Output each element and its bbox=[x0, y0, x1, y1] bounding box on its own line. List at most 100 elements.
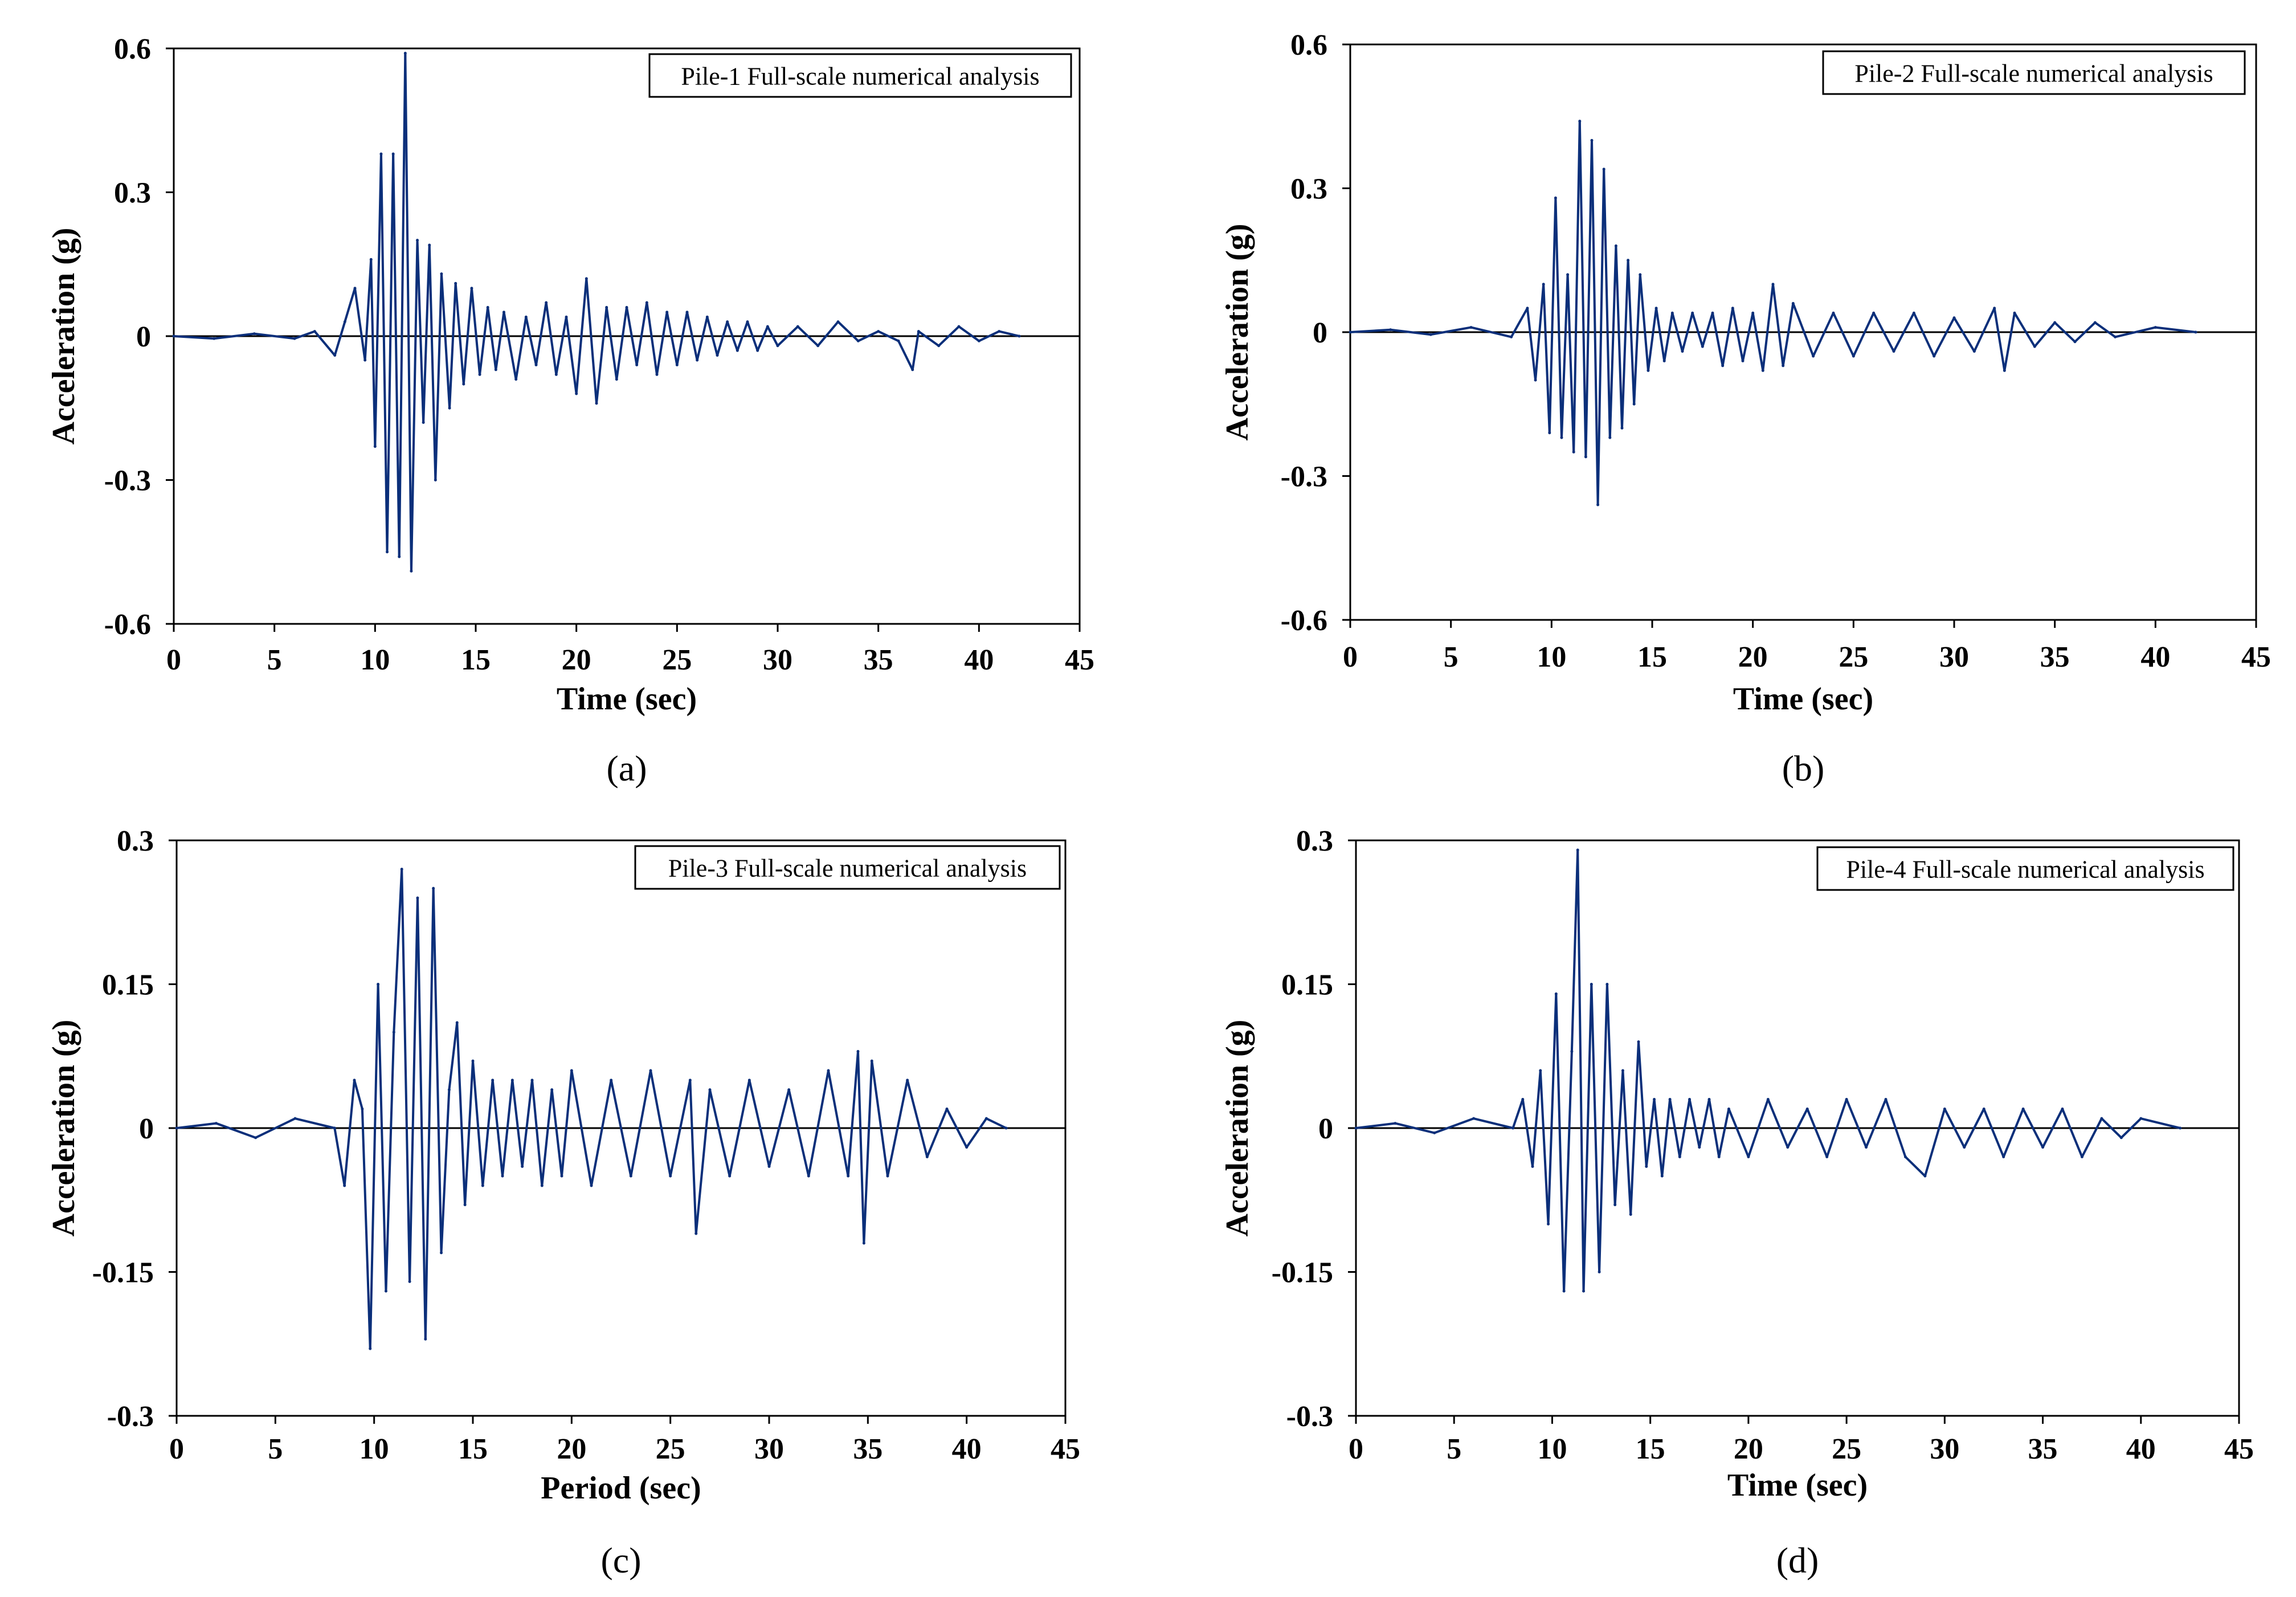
x-axis-title: Period (sec) bbox=[541, 1471, 701, 1506]
data-point bbox=[877, 330, 880, 333]
series-segment bbox=[1608, 244, 1617, 439]
series-segment bbox=[676, 311, 688, 366]
series-segment bbox=[470, 287, 481, 376]
series-segment bbox=[545, 301, 558, 376]
data-point bbox=[1670, 311, 1674, 315]
data-point bbox=[1751, 311, 1755, 315]
series-segment bbox=[531, 1079, 544, 1187]
series-segment bbox=[511, 1079, 524, 1168]
series-segment bbox=[398, 52, 407, 558]
series-segment bbox=[768, 1088, 790, 1168]
series-segment bbox=[1566, 273, 1575, 454]
series-segment bbox=[1678, 1098, 1691, 1158]
x-tick-label: 25 bbox=[662, 644, 692, 676]
data-point bbox=[816, 344, 820, 348]
data-point bbox=[410, 569, 413, 573]
data-point bbox=[434, 479, 437, 481]
y-tick-label: 0.3 bbox=[117, 825, 154, 857]
panel-caption: (d) bbox=[1776, 1540, 1819, 1580]
series-segment bbox=[807, 1069, 830, 1178]
series-segment bbox=[857, 330, 880, 342]
series-segment bbox=[1747, 1098, 1770, 1158]
series-segment bbox=[736, 320, 749, 352]
data-point bbox=[1717, 1155, 1721, 1158]
chart-panel-1: -0.6 -0.3 0 0.3 0.6 0 5 10 15 20 25 30 35 40 45 Time (s… bbox=[46, 33, 1094, 789]
x-tick-label: 45 bbox=[1065, 644, 1094, 676]
data-point bbox=[2073, 340, 2077, 344]
data-point bbox=[1982, 1107, 1985, 1110]
data-point bbox=[1534, 378, 1537, 382]
data-point bbox=[353, 287, 357, 290]
data-point bbox=[392, 1031, 395, 1034]
data-point bbox=[403, 51, 407, 55]
series-segment bbox=[2053, 321, 2076, 343]
series-segment bbox=[393, 868, 403, 1034]
series-segment bbox=[1671, 312, 1684, 353]
series-segment bbox=[746, 320, 759, 352]
series-segment bbox=[796, 325, 819, 347]
series-segment bbox=[1560, 273, 1569, 439]
data-point bbox=[343, 320, 346, 324]
data-point bbox=[369, 258, 373, 261]
series-segment bbox=[2003, 312, 2016, 372]
data-point bbox=[502, 311, 505, 314]
series-segment bbox=[374, 153, 382, 448]
series-segment bbox=[1786, 1108, 1809, 1149]
data-point bbox=[524, 315, 528, 318]
series-segment bbox=[709, 1088, 731, 1178]
data-point bbox=[1852, 354, 1855, 358]
data-point bbox=[796, 325, 799, 328]
data-point bbox=[937, 344, 941, 348]
data-point bbox=[384, 1289, 387, 1293]
x-tick-label: 45 bbox=[2241, 641, 2271, 673]
series-segment bbox=[706, 316, 718, 357]
data-point bbox=[675, 363, 679, 366]
data-point bbox=[1727, 1107, 1730, 1110]
data-point bbox=[1578, 120, 1582, 123]
x-tick-label: 45 bbox=[2224, 1433, 2254, 1465]
series-segment bbox=[1963, 1108, 1985, 1149]
x-tick-label: 15 bbox=[1636, 1433, 1665, 1465]
y-tick-label: -0.3 bbox=[1281, 461, 1327, 493]
series-segment bbox=[1806, 1108, 1828, 1158]
series-segment bbox=[1629, 1040, 1640, 1216]
panel-caption: (b) bbox=[1782, 748, 1825, 789]
data-point bbox=[655, 373, 659, 376]
data-point bbox=[1845, 1098, 1848, 1101]
data-point bbox=[398, 555, 401, 558]
data-point bbox=[565, 315, 568, 318]
series-segment bbox=[857, 1050, 865, 1244]
data-point bbox=[2053, 321, 2057, 324]
x-tick-label: 0 bbox=[166, 644, 181, 676]
y-tick-label: 0.3 bbox=[1290, 173, 1327, 206]
series-segment bbox=[937, 325, 960, 347]
y-tick-label: 0.6 bbox=[1290, 29, 1327, 62]
x-tick-label: 10 bbox=[1537, 641, 1566, 673]
data-point bbox=[1972, 350, 1976, 353]
data-point bbox=[746, 320, 749, 324]
series-segment bbox=[175, 1122, 218, 1129]
legend-box bbox=[1816, 846, 2234, 891]
series-segment bbox=[432, 887, 443, 1254]
data-point bbox=[649, 1069, 652, 1072]
series-segment bbox=[385, 1031, 395, 1293]
data-point bbox=[906, 1079, 909, 1082]
data-point bbox=[1647, 369, 1650, 372]
chart-panel-2: -0.6 -0.3 0 0.3 0.6 0 5 10 15 20 25 30 35 40 45 Time (s… bbox=[1220, 29, 2271, 789]
series-segment bbox=[1885, 1098, 1907, 1158]
series-segment bbox=[1852, 312, 1875, 358]
series-segment bbox=[370, 258, 377, 448]
series-segment bbox=[1596, 168, 1605, 506]
data-point bbox=[1590, 138, 1594, 142]
series-segment bbox=[501, 1079, 514, 1178]
data-point bbox=[369, 1347, 372, 1350]
data-point bbox=[925, 1155, 929, 1158]
series-segment bbox=[1708, 1098, 1721, 1158]
legend-box bbox=[634, 845, 1061, 890]
y-tick-label: -0.6 bbox=[1281, 605, 1327, 637]
data-point bbox=[570, 1069, 573, 1072]
data-point bbox=[696, 358, 699, 362]
series-segment bbox=[1993, 307, 2006, 372]
series-segment bbox=[847, 1050, 859, 1178]
